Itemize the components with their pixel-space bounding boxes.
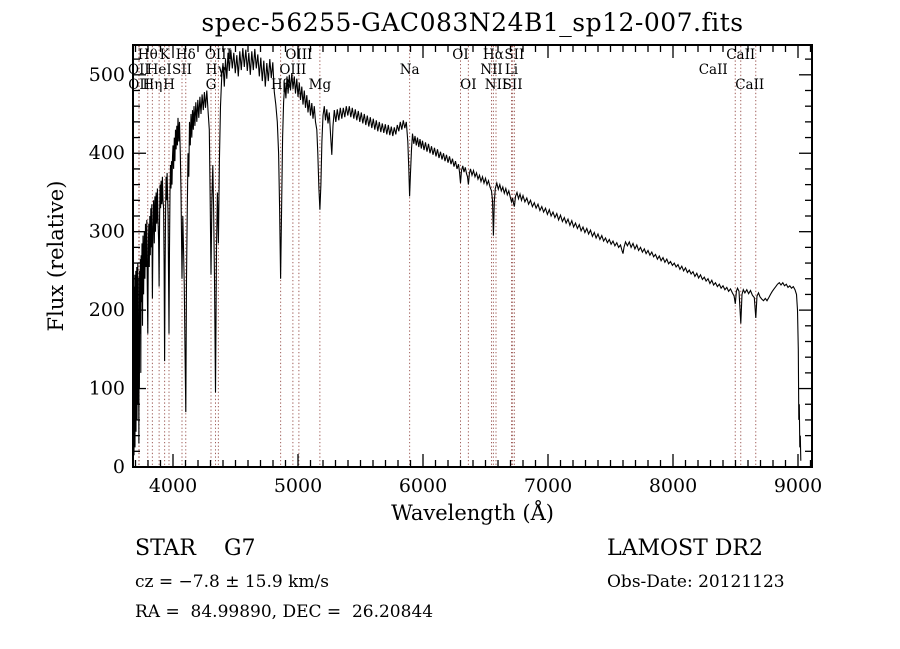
spectrum-trace bbox=[132, 48, 802, 461]
x-tick-label: 5000 bbox=[274, 475, 322, 497]
x-axis-label: Wavelength (Å) bbox=[391, 501, 554, 525]
y-tick-label: 300 bbox=[89, 221, 125, 243]
x-tick-label: 7000 bbox=[524, 475, 572, 497]
x-tick-label: 4000 bbox=[149, 475, 197, 497]
x-tick-label: 6000 bbox=[399, 475, 447, 497]
spectral-line-label: SII bbox=[504, 47, 524, 63]
spectral-line-label: Hθ bbox=[138, 47, 158, 63]
page-title: spec-56255-GAC083N24B1_sp12-007.fits bbox=[201, 8, 744, 37]
y-tick-label: 100 bbox=[89, 378, 125, 400]
y-tick-label: 500 bbox=[89, 64, 125, 86]
y-tick-label: 200 bbox=[89, 299, 125, 321]
spectral-line-label: OIII bbox=[279, 62, 306, 78]
spectral-line-label: K bbox=[160, 47, 171, 63]
spectral-line-label: OIII bbox=[205, 47, 232, 63]
spectral-line-label: Li bbox=[505, 62, 519, 78]
spectral-line-label: Na bbox=[400, 62, 420, 78]
spectral-line-label: SII bbox=[172, 62, 192, 78]
spectral-line-label: Hα bbox=[483, 47, 504, 63]
y-tick-label: 0 bbox=[113, 456, 125, 478]
y-axis-label: Flux (relative) bbox=[44, 180, 68, 332]
spectral-line-label: Hγ bbox=[206, 62, 226, 78]
spectral-line-label: NII bbox=[485, 77, 507, 93]
x-tick-label: 9000 bbox=[774, 475, 822, 497]
survey-release-label: LAMOST DR2 bbox=[607, 536, 763, 561]
object-class-label: STAR G7 bbox=[135, 536, 256, 561]
spectral-line-label: H bbox=[163, 77, 175, 93]
spectral-line-label: OII bbox=[128, 62, 150, 78]
spectral-line-label: Hδ bbox=[176, 47, 196, 63]
spectral-line-label: Hβ bbox=[271, 77, 291, 93]
spectral-line-label: SII bbox=[503, 77, 523, 93]
spectral-line-label: OIII bbox=[285, 47, 312, 63]
plot-frame bbox=[132, 44, 813, 468]
obs-date-value: Obs-Date: 20121123 bbox=[607, 572, 785, 592]
spectral-line-label: G bbox=[206, 77, 217, 93]
spectral-line-label: OII bbox=[128, 77, 150, 93]
spectral-line-label: NII bbox=[480, 62, 502, 78]
y-tick-label: 400 bbox=[89, 142, 125, 164]
spectral-line-label: Mg bbox=[309, 77, 332, 93]
spectral-line-label: CaII bbox=[726, 47, 755, 63]
spectral-line-label: HeI bbox=[147, 62, 172, 78]
spectral-line-label: OI bbox=[452, 47, 468, 63]
spectral-line-label: Hη bbox=[142, 77, 162, 93]
spectral-line-label: CaII bbox=[735, 77, 764, 93]
cz-value: cz = −7.8 ± 15.9 km/s bbox=[135, 572, 329, 592]
spectral-line-label: OI bbox=[460, 77, 476, 93]
spectral-line-label: CaII bbox=[699, 62, 728, 78]
ra-dec-value: RA = 84.99890, DEC = 26.20844 bbox=[135, 602, 434, 622]
x-tick-label: 8000 bbox=[649, 475, 697, 497]
